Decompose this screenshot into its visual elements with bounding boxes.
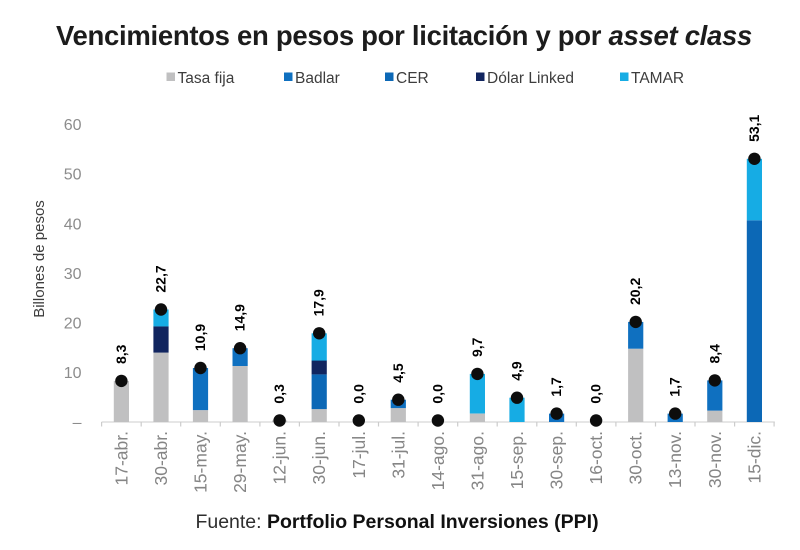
- svg-text:22,7: 22,7: [153, 265, 169, 292]
- svg-text:–: –: [73, 415, 82, 432]
- svg-text:30-nov.: 30-nov.: [705, 431, 725, 488]
- svg-text:13-nov.: 13-nov.: [665, 431, 685, 488]
- svg-text:Vencimientos en pesos por lici: Vencimientos en pesos por licitación y p…: [56, 20, 752, 51]
- svg-text:53,1: 53,1: [746, 114, 762, 141]
- svg-text:Fuente: Portfolio Personal Inv: Fuente: Portfolio Personal Inversiones (…: [195, 511, 598, 533]
- svg-text:29-may.: 29-may.: [230, 431, 250, 493]
- svg-text:4,9: 4,9: [509, 361, 525, 381]
- svg-text:10: 10: [64, 365, 82, 382]
- svg-text:8,3: 8,3: [113, 344, 129, 364]
- svg-text:31-jul.: 31-jul.: [388, 431, 408, 479]
- svg-text:17-jul.: 17-jul.: [349, 431, 369, 479]
- svg-text:0,0: 0,0: [588, 384, 604, 404]
- svg-text:0,3: 0,3: [271, 384, 287, 404]
- svg-text:4,5: 4,5: [390, 363, 406, 383]
- svg-text:50: 50: [64, 167, 82, 184]
- svg-text:16-oct.: 16-oct.: [586, 431, 606, 485]
- svg-text:31-ago.: 31-ago.: [467, 431, 487, 490]
- svg-text:Dólar Linked: Dólar Linked: [487, 70, 574, 87]
- svg-text:Billones de pesos: Billones de pesos: [31, 200, 48, 318]
- svg-text:17,9: 17,9: [311, 289, 327, 316]
- svg-text:9,7: 9,7: [469, 337, 485, 357]
- svg-text:20: 20: [64, 315, 82, 332]
- svg-text:15-dic.: 15-dic.: [744, 431, 764, 484]
- svg-text:14-ago.: 14-ago.: [428, 431, 448, 490]
- svg-text:12-jun.: 12-jun.: [270, 431, 290, 485]
- svg-text:30-oct.: 30-oct.: [626, 431, 646, 485]
- svg-text:10,9: 10,9: [192, 324, 208, 351]
- svg-text:20,2: 20,2: [627, 278, 643, 305]
- svg-text:30-jun.: 30-jun.: [309, 431, 329, 485]
- svg-text:60: 60: [64, 117, 82, 134]
- svg-text:30-abr.: 30-abr.: [151, 431, 171, 485]
- svg-text:Tasa fija: Tasa fija: [178, 70, 235, 87]
- svg-text:15-sep.: 15-sep.: [507, 431, 527, 489]
- svg-text:1,7: 1,7: [548, 377, 564, 397]
- svg-text:40: 40: [64, 216, 82, 233]
- svg-text:30: 30: [64, 266, 82, 283]
- svg-text:17-abr.: 17-abr.: [111, 431, 131, 485]
- svg-text:0,0: 0,0: [429, 384, 445, 404]
- svg-text:CER: CER: [396, 70, 429, 87]
- svg-text:15-may.: 15-may.: [191, 431, 211, 493]
- svg-text:Badlar: Badlar: [295, 70, 340, 87]
- svg-text:14,9: 14,9: [232, 304, 248, 331]
- svg-text:30-sep.: 30-sep.: [547, 431, 567, 489]
- svg-text:TAMAR: TAMAR: [631, 70, 684, 87]
- svg-text:0,0: 0,0: [350, 384, 366, 404]
- svg-text:1,7: 1,7: [667, 377, 683, 397]
- svg-text:8,4: 8,4: [706, 344, 722, 364]
